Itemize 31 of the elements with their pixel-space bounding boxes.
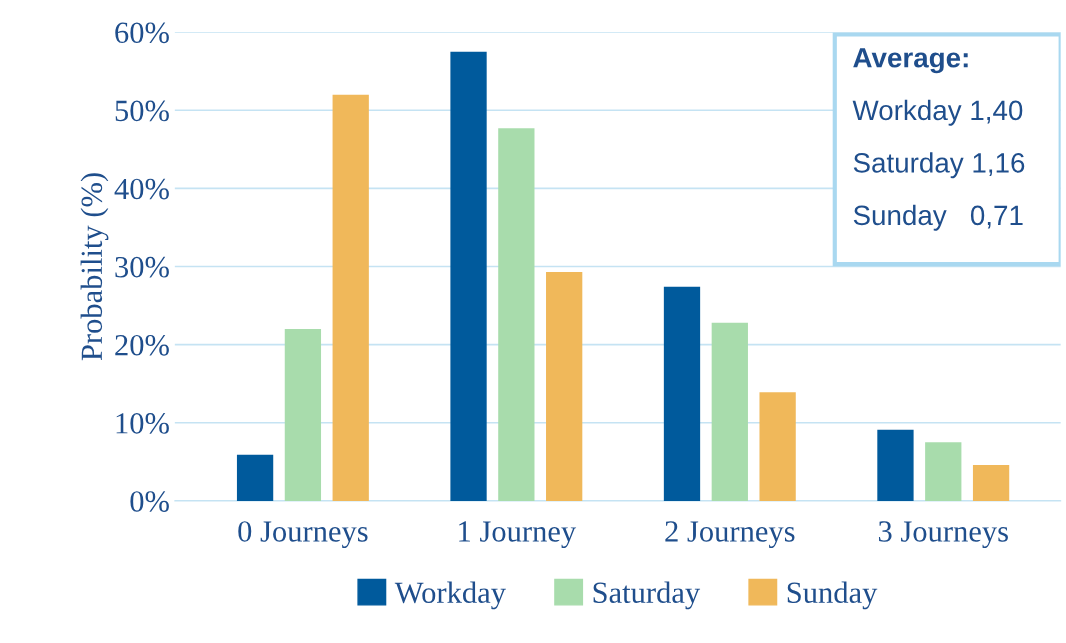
y-tick-label: 0% — [130, 491, 169, 512]
bar — [925, 442, 962, 501]
bar — [663, 286, 701, 501]
bar — [546, 271, 583, 501]
bar — [284, 329, 322, 501]
annotation: Average: — [853, 48, 968, 74]
annotation: Workday 1,40 — [852, 99, 1023, 126]
bar — [877, 429, 914, 501]
bar — [450, 51, 487, 501]
x-tick-label: 0 Journeys — [238, 521, 368, 549]
annotation: Saturday 1,16 — [853, 152, 1025, 179]
y-axis-title: Probability (%) — [80, 173, 109, 361]
bar — [498, 128, 535, 501]
bar — [711, 322, 748, 501]
legend-label: Saturday — [593, 581, 701, 610]
y-tick-label: 20% — [115, 334, 169, 356]
annotation: Sunday 0,71 — [853, 204, 1023, 231]
bar — [759, 392, 796, 501]
legend-label: Sunday — [787, 581, 878, 610]
bar — [236, 454, 274, 501]
bar — [972, 464, 1010, 501]
x-tick-label: 3 Journeys — [878, 521, 1008, 549]
x-tick-label: 2 Journeys — [665, 521, 795, 549]
y-tick-label: 10% — [116, 413, 169, 434]
y-tick-label: 40% — [114, 178, 169, 200]
x-tick-label: 1 Journey — [459, 521, 577, 549]
y-tick-label: 30% — [115, 256, 169, 278]
y-tick-label: 60% — [115, 22, 169, 44]
y-tick-label: 50% — [115, 100, 169, 122]
bar — [332, 94, 369, 501]
legend-label: Workday — [394, 581, 506, 610]
